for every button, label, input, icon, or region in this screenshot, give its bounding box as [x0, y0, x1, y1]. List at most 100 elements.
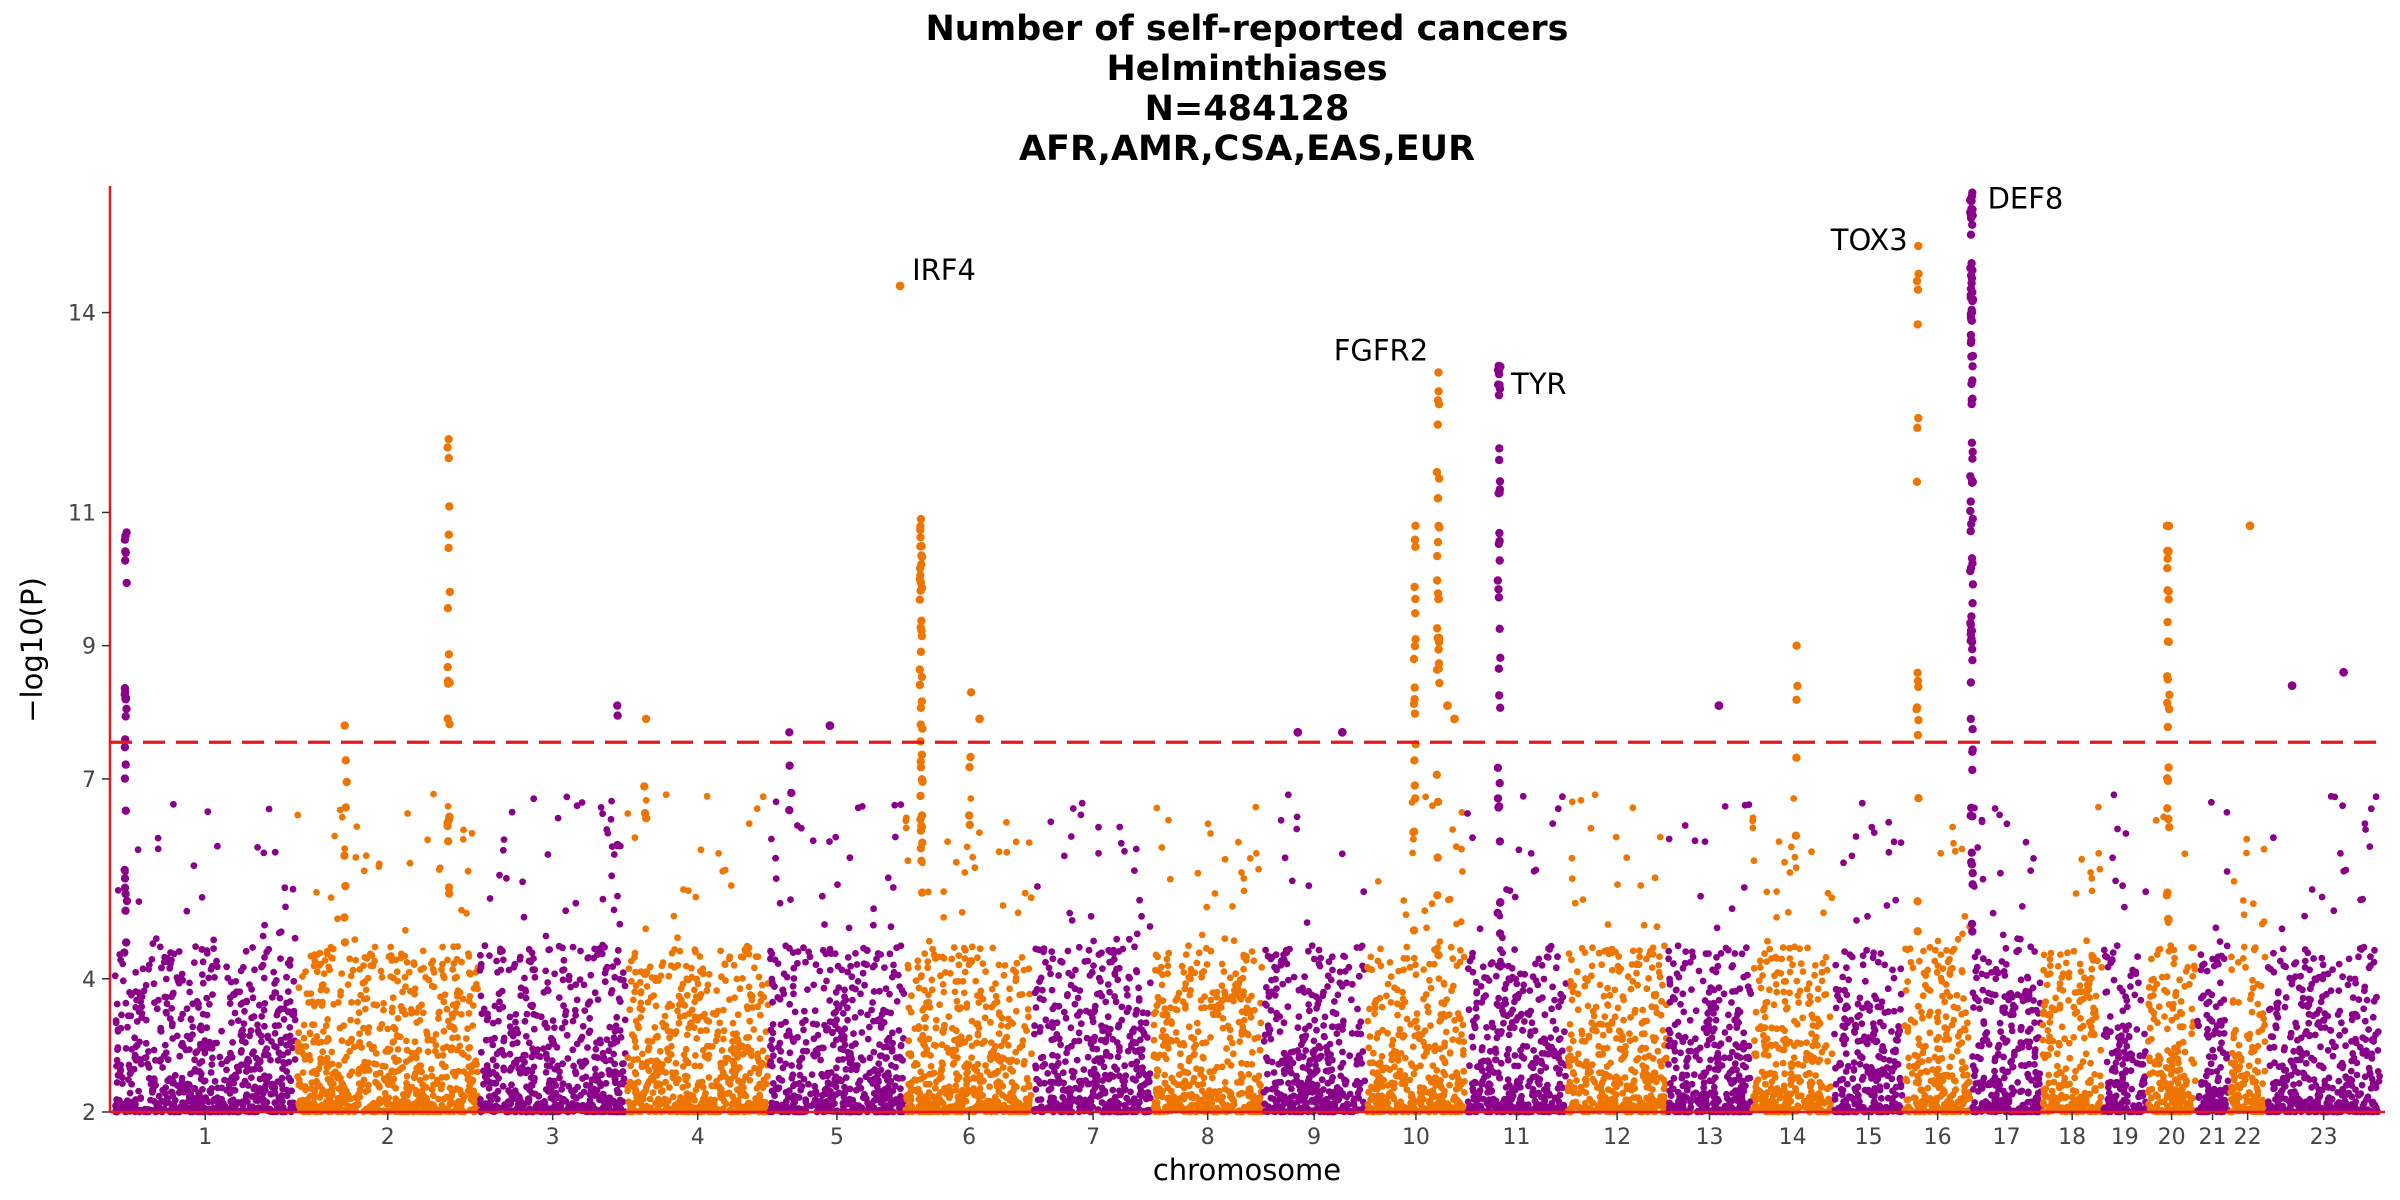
snp-point: [284, 988, 292, 995]
snp-point: [596, 1079, 604, 1087]
snp-point: [1099, 1077, 1106, 1084]
snp-point: [362, 1005, 369, 1013]
snp-point: [652, 1002, 660, 1010]
snp-point: [499, 956, 507, 964]
snp-point: [211, 1077, 219, 1085]
snp-point: [281, 884, 289, 892]
snp-point: [769, 1080, 777, 1087]
snp-point: [1277, 816, 1285, 824]
snp-point: [1178, 962, 1186, 970]
snp-point: [729, 1019, 737, 1027]
snp-point: [327, 1097, 334, 1105]
snp-point: [1096, 1059, 1104, 1066]
snp-point: [884, 874, 892, 882]
snp-point: [706, 1043, 714, 1050]
snp-point: [1082, 1007, 1090, 1015]
snp-point: [181, 1100, 189, 1107]
snp-point: [1282, 946, 1290, 954]
snp-point: [261, 1022, 268, 1030]
snp-point: [1032, 1004, 1040, 1011]
snp-point: [378, 973, 386, 981]
snp-point: [274, 1008, 282, 1016]
snp-point: [826, 838, 833, 845]
snp-point: [560, 1002, 567, 1010]
snp-point: [603, 826, 611, 833]
snp-point: [275, 1022, 283, 1029]
snp-point: [1068, 1042, 1075, 1050]
snp-point: [1194, 1028, 1202, 1036]
snp-point: [810, 1035, 818, 1043]
snp-point: [450, 960, 458, 967]
snp-point: [1305, 1001, 1313, 1008]
snp-point: [531, 973, 539, 981]
snp-point: [295, 1029, 303, 1037]
snp-point: [228, 1097, 235, 1105]
snp-point: [986, 1053, 994, 1061]
snp-point: [131, 1034, 139, 1042]
snp-point: [1236, 1038, 1244, 1045]
snp-point: [359, 979, 367, 987]
snp-point: [832, 1008, 839, 1016]
snp-point: [1057, 1041, 1064, 1049]
snp-point: [632, 1017, 640, 1025]
snp-point: [234, 1017, 242, 1024]
snp-point: [697, 1027, 705, 1035]
snp-point: [648, 1038, 656, 1045]
snp-point: [443, 1043, 450, 1051]
snp-point: [1113, 935, 1121, 943]
snp-point: [703, 792, 711, 800]
snp-point: [674, 934, 681, 942]
snp-point: [486, 1070, 493, 1078]
snp-point: [500, 1037, 508, 1045]
chromosome-points: [294, 790, 482, 1116]
snp-point: [550, 1077, 558, 1085]
snp-point: [239, 964, 247, 971]
snp-point: [894, 971, 902, 979]
snp-point: [327, 894, 335, 901]
snp-point: [190, 959, 198, 966]
snp-point: [932, 1042, 940, 1050]
snp-point: [616, 920, 624, 928]
snp-point: [1123, 985, 1131, 993]
snp-point: [834, 881, 841, 888]
snp-point: [191, 1056, 199, 1064]
snp-point: [465, 997, 473, 1005]
snp-point: [150, 980, 158, 988]
snp-point: [1003, 848, 1011, 856]
snp-point: [561, 1018, 569, 1026]
snp-point: [1129, 1038, 1137, 1046]
snp-point: [1127, 1088, 1134, 1096]
snp-point: [1027, 894, 1035, 902]
snp-point: [747, 992, 755, 1000]
snp-point: [1060, 852, 1068, 860]
snp-point: [370, 1043, 378, 1051]
snp-point: [905, 1004, 913, 1012]
snp-point: [911, 1025, 919, 1032]
snp-point: [853, 961, 861, 968]
snp-point: [1126, 935, 1133, 943]
snp-point: [387, 952, 395, 959]
snp-point: [708, 1082, 716, 1090]
snp-point: [237, 1001, 245, 1008]
snp-point: [639, 1050, 646, 1058]
snp-point: [262, 1075, 270, 1083]
snp-point: [1265, 993, 1273, 1000]
snp-point: [569, 1017, 577, 1025]
snp-point: [113, 1000, 121, 1008]
snp-point: [841, 1025, 849, 1032]
snp-point: [1190, 1044, 1198, 1051]
snp-point: [560, 1095, 567, 1103]
snp-point: [513, 1056, 521, 1064]
snp-point: [652, 977, 659, 984]
snp-point: [851, 1014, 859, 1021]
snp-point: [832, 833, 840, 841]
snp-point: [1193, 1019, 1201, 1027]
snp-point: [320, 1028, 327, 1035]
snp-point: [635, 1024, 642, 1032]
snp-point: [1199, 1080, 1207, 1088]
snp-point: [1062, 1014, 1070, 1022]
snp-point: [291, 1016, 299, 1024]
snp-point: [1329, 966, 1336, 974]
snp-point: [926, 1004, 934, 1011]
snp-point: [1006, 985, 1013, 993]
